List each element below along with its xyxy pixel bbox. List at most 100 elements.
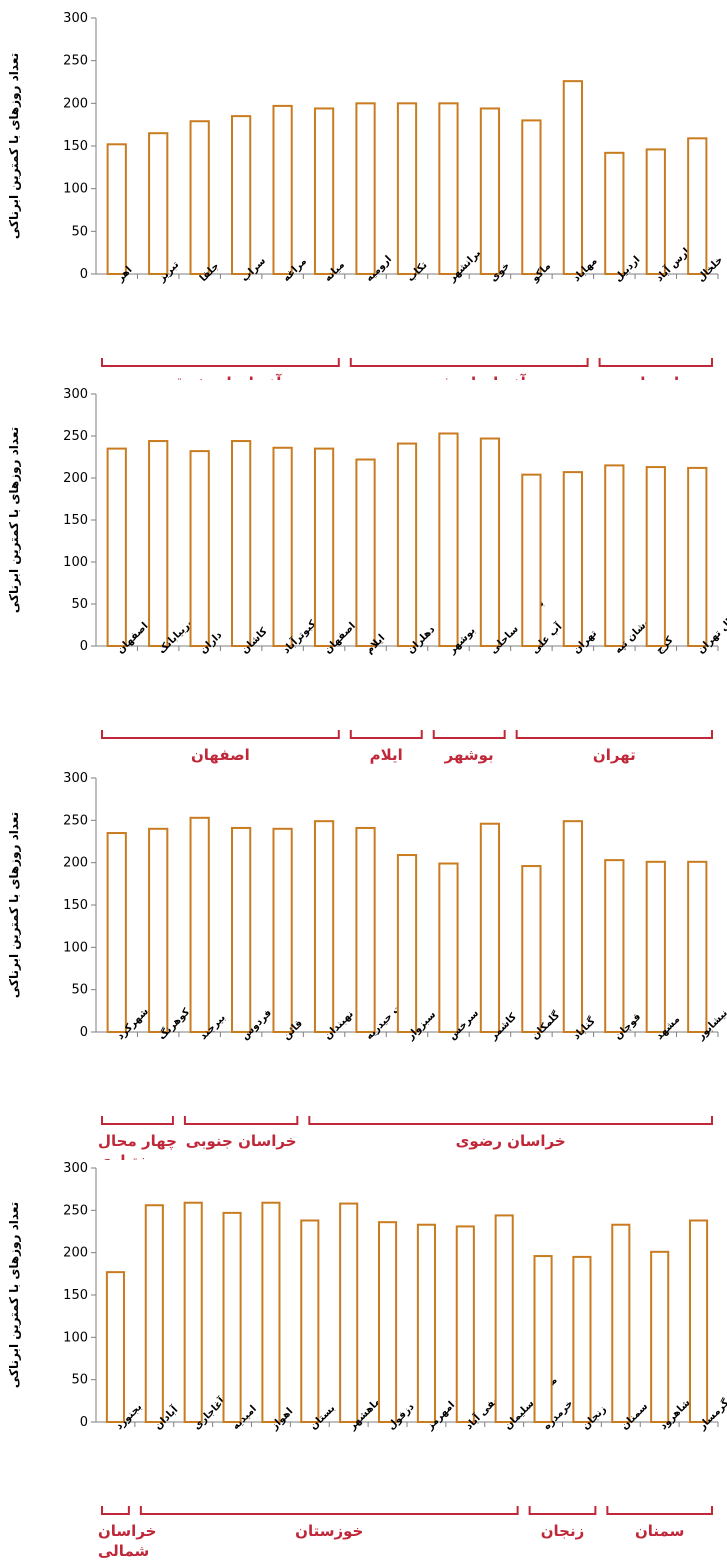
group-bracket xyxy=(528,1506,597,1515)
bar xyxy=(313,447,335,647)
bar xyxy=(687,466,708,647)
bar xyxy=(572,1255,592,1424)
group-label: سمنان xyxy=(635,1522,684,1540)
bar xyxy=(378,1221,398,1424)
y-tick-label: 300 xyxy=(63,11,88,26)
bar xyxy=(479,437,501,647)
group-label: خراسان جنوبی xyxy=(186,1132,297,1150)
bar xyxy=(183,1201,203,1423)
bar xyxy=(189,816,210,1033)
y-tick-label: 250 xyxy=(63,813,88,828)
group-label: خوزستان xyxy=(295,1522,363,1540)
bar xyxy=(645,860,666,1033)
bar xyxy=(106,832,127,1033)
bar xyxy=(687,137,708,275)
bar xyxy=(105,1271,125,1423)
bar xyxy=(106,447,127,647)
group-label: آذربایجان شرقی xyxy=(159,374,282,380)
bar xyxy=(687,860,708,1033)
y-tick-label: 0 xyxy=(80,639,88,654)
bar xyxy=(396,102,418,276)
bar xyxy=(604,859,625,1033)
bar xyxy=(438,862,459,1033)
y-tick-label: 50 xyxy=(71,1373,88,1388)
bar xyxy=(231,115,252,275)
y-axis-label: تعداد روزهای با کمترین ابرناکی xyxy=(7,53,22,239)
bar-chart-2: 0 50 100 150 200 250 300 تعداد روزهای با کمترین… xyxy=(7,387,727,764)
bar xyxy=(272,104,293,276)
y-tick-label: 250 xyxy=(63,54,88,69)
bar xyxy=(231,440,252,648)
bar xyxy=(645,466,666,647)
bar xyxy=(611,1223,631,1423)
group-bracket xyxy=(183,1116,299,1125)
bar xyxy=(604,464,625,648)
group-bracket xyxy=(349,730,423,739)
bar xyxy=(689,1219,709,1423)
y-tick-label: 50 xyxy=(71,597,88,612)
bar xyxy=(355,826,376,1033)
group-label: تهران xyxy=(593,746,636,764)
y-tick-label: 50 xyxy=(71,983,88,998)
y-tick-label: 250 xyxy=(63,1203,88,1218)
y-axis-label: تعداد روزهای با کمترین ابرناکی xyxy=(7,812,22,998)
group-label-line2: شمالی xyxy=(98,1542,149,1560)
group-label: زنجان xyxy=(541,1522,585,1540)
bar xyxy=(313,820,335,1034)
y-tick-label: 50 xyxy=(71,224,88,239)
group-bracket xyxy=(515,730,713,739)
bar xyxy=(650,1250,670,1423)
bar xyxy=(521,119,542,276)
y-tick-label: 200 xyxy=(63,471,88,486)
bar xyxy=(438,432,459,648)
bar xyxy=(231,826,252,1033)
bar xyxy=(562,820,583,1034)
bar xyxy=(438,102,459,276)
bar xyxy=(455,1225,475,1423)
y-tick-label: 100 xyxy=(63,940,88,955)
group-bracket xyxy=(101,358,340,367)
y-axis-label: تعداد روزهای با کمترین ابرناکی xyxy=(7,1202,22,1388)
group-bracket xyxy=(606,1506,713,1515)
y-tick-label: 0 xyxy=(80,1415,88,1430)
y-tick-label: 150 xyxy=(63,513,88,528)
bar xyxy=(148,440,169,648)
group-label: خراسان xyxy=(98,1522,156,1540)
bar xyxy=(396,442,418,648)
bar xyxy=(396,854,418,1034)
group-bracket xyxy=(101,730,340,739)
group-bracket xyxy=(598,358,713,367)
bar xyxy=(355,458,376,647)
bar xyxy=(144,1204,164,1424)
group-bracket xyxy=(101,1506,130,1515)
group-label: اردبیل xyxy=(632,374,679,380)
y-tick-label: 0 xyxy=(80,1025,88,1040)
bar xyxy=(645,148,666,275)
y-axis-label: تعداد روزهای با کمترین ابرناکی xyxy=(7,427,22,613)
bar xyxy=(148,827,169,1033)
bar xyxy=(189,450,210,648)
group-bracket xyxy=(432,730,506,739)
bar xyxy=(521,865,542,1034)
y-tick-label: 100 xyxy=(63,555,88,570)
group-label: ایلام xyxy=(370,746,403,764)
bar xyxy=(106,143,127,275)
group-bracket xyxy=(349,358,589,367)
group-bracket xyxy=(308,1116,713,1125)
y-tick-label: 200 xyxy=(63,1246,88,1261)
bar xyxy=(521,473,542,647)
bar-chart-4: 0 50 100 150 200 250 300 تعداد روزهای با کمترین… xyxy=(7,1161,727,1560)
y-tick-label: 100 xyxy=(63,1330,88,1345)
y-tick-label: 300 xyxy=(63,1161,88,1176)
group-label: خراسان رضوی xyxy=(456,1132,566,1150)
bar xyxy=(355,102,376,276)
group-bracket xyxy=(101,1116,174,1125)
bar xyxy=(562,471,583,648)
bar xyxy=(300,1219,320,1423)
y-tick-label: 250 xyxy=(63,429,88,444)
y-tick-label: 150 xyxy=(63,898,88,913)
y-tick-label: 200 xyxy=(63,96,88,111)
group-label: چهار محال xyxy=(98,1132,177,1151)
bar xyxy=(604,151,625,275)
group-label: اصفهان xyxy=(191,746,250,764)
